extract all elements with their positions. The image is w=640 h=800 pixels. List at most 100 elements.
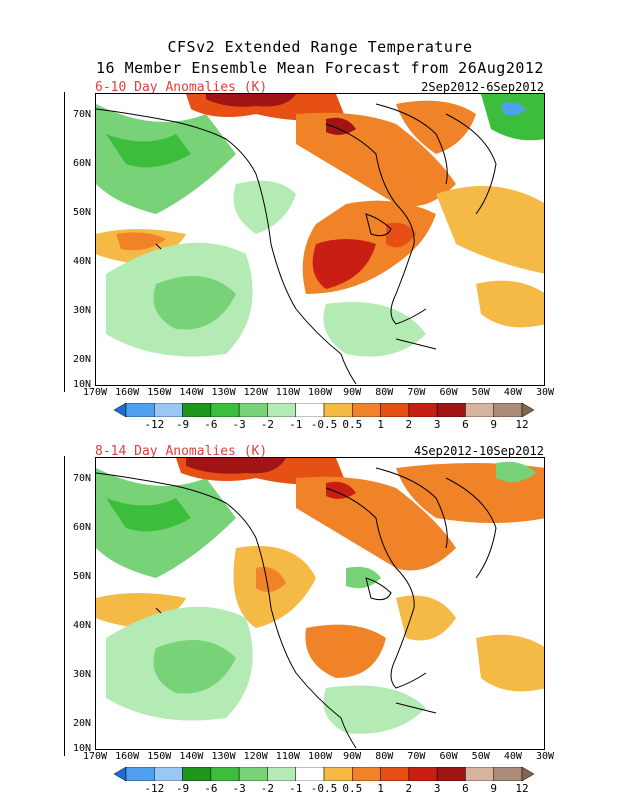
colorbar-label: -2 bbox=[260, 418, 275, 431]
lon-label: 140W bbox=[179, 751, 204, 762]
lon-label: 30W bbox=[535, 387, 555, 398]
lon-label: 160W bbox=[115, 387, 140, 398]
lon-label: 100W bbox=[307, 751, 333, 762]
lat-label: 30N bbox=[72, 668, 91, 680]
colorbar-segment bbox=[182, 767, 212, 781]
lon-label: 60W bbox=[439, 751, 458, 762]
colorbar-label: 3 bbox=[433, 782, 441, 795]
colorbar-label: 12 bbox=[515, 782, 529, 795]
lon-label: 80W bbox=[375, 387, 394, 398]
main-title: CFSv2 Extended Range Temperature bbox=[167, 38, 473, 56]
lat-label: 30N bbox=[72, 304, 91, 316]
colorbar bbox=[114, 767, 534, 781]
colorbar-segment bbox=[154, 767, 183, 781]
colorbar-label: 0.5 bbox=[342, 782, 363, 795]
colorbar-segment bbox=[238, 767, 268, 781]
colorbar-segment bbox=[408, 403, 438, 417]
lat-label: 20N bbox=[72, 353, 91, 365]
colorbar-label: -12 bbox=[144, 782, 165, 795]
lon-label: 130W bbox=[211, 751, 236, 762]
panel1-left-axis bbox=[64, 92, 65, 392]
lon-label: 50W bbox=[471, 751, 490, 762]
lat-label: 60N bbox=[72, 522, 91, 534]
panel1-date-range: 2Sep2012-6Sep2012 bbox=[421, 80, 544, 94]
colorbar-segment bbox=[267, 403, 296, 417]
colorbar-label: -3 bbox=[232, 782, 246, 795]
lon-label: 120W bbox=[243, 387, 268, 398]
colorbar-segment bbox=[465, 403, 494, 417]
colorbar-label: 3 bbox=[433, 418, 441, 431]
colorbar-segment bbox=[323, 403, 353, 417]
panel2-title: 8-14 Day Anomalies (K) bbox=[95, 444, 268, 459]
coastlines bbox=[96, 467, 497, 749]
lon-label: 60W bbox=[439, 387, 458, 398]
colorbar-segment bbox=[521, 403, 534, 417]
lon-label: 170W bbox=[82, 751, 108, 762]
panel1-title: 6-10 Day Anomalies (K) bbox=[95, 80, 268, 95]
lon-label: 120W bbox=[243, 751, 268, 762]
lat-label: 60N bbox=[72, 158, 91, 170]
panel2-left-axis bbox=[64, 456, 65, 756]
colorbar-segment bbox=[114, 767, 127, 781]
colorbar-segment bbox=[323, 767, 353, 781]
colorbar-segment bbox=[408, 767, 438, 781]
colorbar-label: 12 bbox=[515, 418, 529, 431]
colorbar-segment bbox=[154, 403, 183, 417]
colorbar-segment bbox=[182, 403, 212, 417]
lon-label: 80W bbox=[375, 751, 394, 762]
colorbar-segment bbox=[210, 403, 240, 417]
colorbar-segment bbox=[493, 767, 523, 781]
lon-label: 110W bbox=[275, 387, 300, 398]
colorbar-segment bbox=[295, 767, 325, 781]
colorbar-segment bbox=[436, 403, 466, 417]
colorbar-segment bbox=[267, 767, 296, 781]
colorbar-label: -1 bbox=[289, 782, 303, 795]
colorbar-segment bbox=[436, 767, 466, 781]
lon-label: 50W bbox=[471, 387, 490, 398]
lon-label: 150W bbox=[147, 751, 172, 762]
lat-label: 40N bbox=[72, 619, 91, 631]
colorbar-label: -3 bbox=[232, 418, 246, 431]
lat-label: 10N bbox=[72, 743, 91, 754]
panel2-map bbox=[95, 457, 545, 750]
colorbar-label: 9 bbox=[490, 418, 498, 431]
lon-label: 30W bbox=[535, 751, 555, 762]
colorbar-label: 9 bbox=[490, 782, 498, 795]
colorbar-segment bbox=[352, 403, 381, 417]
main-subtitle: 16 Member Ensemble Mean Forecast from 26… bbox=[96, 59, 544, 77]
colorbar-label: 0.5 bbox=[342, 418, 363, 431]
anomaly-fields bbox=[96, 458, 544, 749]
lon-label: 100W bbox=[307, 387, 333, 398]
lon-label: 90W bbox=[343, 387, 362, 398]
panel1-map bbox=[95, 93, 545, 386]
lon-label: 70W bbox=[407, 387, 426, 398]
lon-label: 140W bbox=[179, 387, 204, 398]
lat-label: 50N bbox=[72, 571, 91, 583]
colorbar-segment bbox=[521, 767, 534, 781]
colorbar-label: -6 bbox=[204, 418, 218, 431]
lon-label: 170W bbox=[82, 387, 108, 398]
colorbar-segment bbox=[493, 403, 523, 417]
lon-label: 150W bbox=[147, 387, 172, 398]
colorbar-label: -2 bbox=[260, 782, 275, 795]
lat-label: 40N bbox=[72, 255, 91, 267]
lon-label: 70W bbox=[407, 751, 426, 762]
colorbar-segment bbox=[352, 767, 381, 781]
colorbar-segment bbox=[465, 767, 494, 781]
colorbar-label: 6 bbox=[462, 782, 469, 795]
lon-label: 130W bbox=[211, 387, 236, 398]
lat-label: 50N bbox=[72, 207, 91, 219]
colorbar-label: -9 bbox=[175, 782, 190, 795]
colorbar-segment bbox=[125, 767, 155, 781]
lon-label: 40W bbox=[503, 751, 522, 762]
colorbar-label: 1 bbox=[377, 418, 384, 431]
lat-label: 70N bbox=[72, 473, 91, 485]
panel2-date-range: 4Sep2012-10Sep2012 bbox=[413, 444, 544, 458]
colorbar-label: 6 bbox=[462, 418, 469, 431]
colorbar-label: 2 bbox=[405, 418, 413, 431]
colorbar-label: -0.5 bbox=[310, 782, 338, 795]
lon-label: 90W bbox=[343, 751, 362, 762]
colorbar-segment bbox=[295, 403, 325, 417]
colorbar-label: -1 bbox=[289, 418, 303, 431]
colorbar-label: -12 bbox=[144, 418, 165, 431]
